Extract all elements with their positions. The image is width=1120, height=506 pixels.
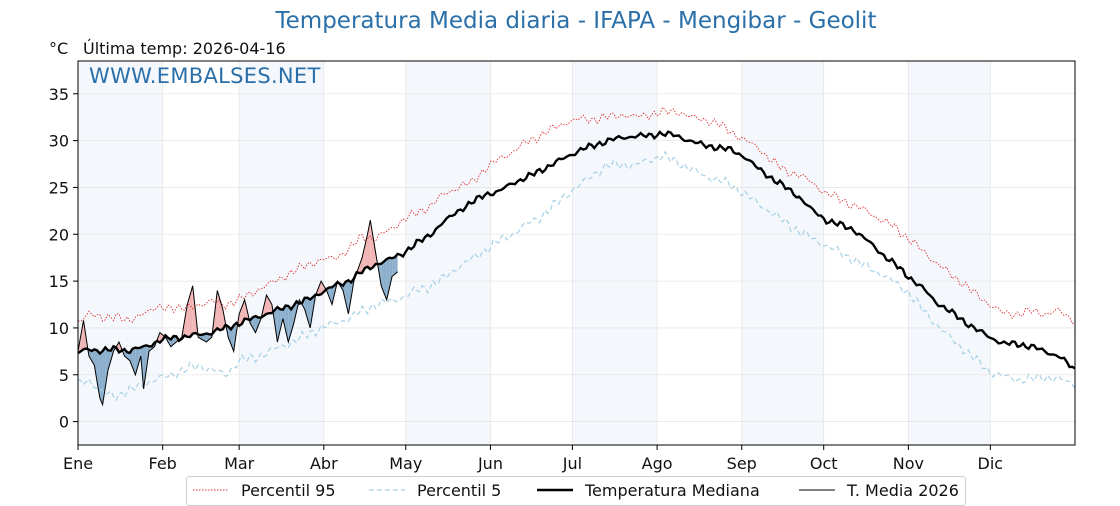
- series-line-p95: [77, 106, 1076, 325]
- x-tick-label: Sep: [727, 454, 757, 473]
- fill-below-median: [94, 349, 98, 382]
- fill-above-median: [192, 285, 196, 334]
- legend-label-median: Temperatura Mediana: [585, 481, 760, 500]
- series-line-current: [77, 220, 398, 407]
- fill-below-median: [277, 307, 281, 342]
- last-temp-label: Última temp: 2026-04-16: [83, 39, 286, 58]
- fill-below-median: [97, 350, 100, 399]
- fill-above-median: [364, 234, 368, 269]
- x-axis-ticks: Ene Feb Mar Abr May Jun Jul Ago Sep Oct Nov Dic: [63, 445, 1003, 473]
- fill-below-median: [394, 253, 398, 275]
- x-tick-label: Jun: [477, 454, 503, 473]
- fill-below-median: [88, 349, 92, 361]
- fill-above-median: [184, 304, 188, 337]
- fill-above-median: [370, 220, 374, 270]
- fill-below-median: [329, 287, 333, 305]
- legend-swatch-median: [537, 488, 573, 492]
- fill-below-median: [389, 257, 393, 289]
- x-tick-label: Abr: [310, 454, 338, 473]
- y-tick-label: 10: [49, 319, 69, 338]
- fill-below-median: [304, 297, 308, 319]
- x-tick-label: Feb: [149, 454, 177, 473]
- x-tick-label: Mar: [224, 454, 255, 473]
- legend-label-p5: Percentil 5: [417, 481, 502, 500]
- fill-below-median: [280, 309, 283, 331]
- fill-below-median: [105, 347, 109, 388]
- fill-above-median: [266, 295, 270, 314]
- plot-frame: [77, 60, 1076, 446]
- fill-below-median: [291, 305, 294, 333]
- y-tick-label: 20: [49, 225, 69, 244]
- legend-label-p95: Percentil 95: [241, 481, 336, 500]
- fill-below-median: [135, 347, 139, 375]
- fill-below-median: [138, 347, 141, 366]
- legend-swatch-p5: [369, 489, 405, 491]
- series-line-median: [77, 130, 1076, 370]
- x-tick-label: Oct: [810, 454, 838, 473]
- fill-above-median: [373, 236, 376, 268]
- month-band: [78, 61, 163, 445]
- fill-above-median: [189, 285, 193, 338]
- fill-below-median: [228, 326, 231, 345]
- fill-above-median: [80, 320, 84, 352]
- fill-below-median: [310, 297, 313, 328]
- y-axis-unit: °C: [49, 39, 69, 58]
- fill-below-median: [392, 257, 395, 277]
- fill-below-median: [383, 258, 387, 300]
- series-lines: [77, 106, 1076, 407]
- x-tick-label: May: [389, 454, 422, 473]
- legend-swatch-current: [799, 489, 835, 491]
- y-axis-ticks: 0 5 10 15 20 25 30 35: [49, 85, 78, 432]
- fill-below-median: [348, 280, 352, 314]
- site-watermark: WWW.EMBALSES.NET: [89, 64, 321, 88]
- fill-below-median: [381, 261, 384, 293]
- chart-title: Temperatura Media diaria - IFAPA - Mengi…: [275, 8, 877, 34]
- x-tick-label: Jul: [562, 454, 582, 473]
- legend-swatch-p95: [193, 489, 229, 491]
- fill-below-median: [345, 280, 349, 314]
- x-tick-label: Ago: [642, 454, 673, 473]
- y-tick-label: 0: [59, 413, 69, 432]
- legend-label-current: T. Media 2026: [847, 481, 959, 500]
- month-band: [239, 61, 324, 445]
- chart-legend: Percentil 95 Percentil 5 Temperatura Med…: [186, 476, 966, 506]
- y-tick-label: 35: [49, 85, 69, 104]
- fill-above-median: [263, 295, 267, 316]
- fill-above-median: [318, 281, 322, 295]
- fill-below-median: [288, 305, 292, 342]
- x-tick-label: Ene: [63, 454, 93, 473]
- fill-above-median: [269, 299, 272, 314]
- y-tick-label: 30: [49, 132, 69, 151]
- fill-below-median: [274, 307, 278, 342]
- month-band: [405, 61, 491, 445]
- month-band: [572, 61, 658, 445]
- x-tick-label: Dic: [978, 454, 1004, 473]
- month-band: [741, 61, 824, 445]
- y-tick-label: 15: [49, 272, 69, 291]
- fill-above-median: [187, 295, 190, 338]
- y-tick-label: 25: [49, 178, 69, 197]
- fill-below-median: [143, 345, 147, 389]
- month-band: [908, 61, 991, 445]
- fill-below-median: [203, 333, 207, 342]
- fill-below-median: [108, 350, 111, 371]
- x-tick-label: Nov: [893, 454, 924, 473]
- fill-above-median: [359, 257, 363, 274]
- fill-below-median: [293, 301, 297, 324]
- fill-below-median: [99, 351, 103, 405]
- y-tick-label: 5: [59, 366, 69, 385]
- fill-below-median: [132, 347, 136, 375]
- fill-above-median: [362, 245, 365, 274]
- fill-below-median: [255, 316, 259, 333]
- month-bands: [78, 61, 991, 445]
- fill-below-median: [282, 305, 286, 331]
- fill-above-median: [239, 306, 242, 326]
